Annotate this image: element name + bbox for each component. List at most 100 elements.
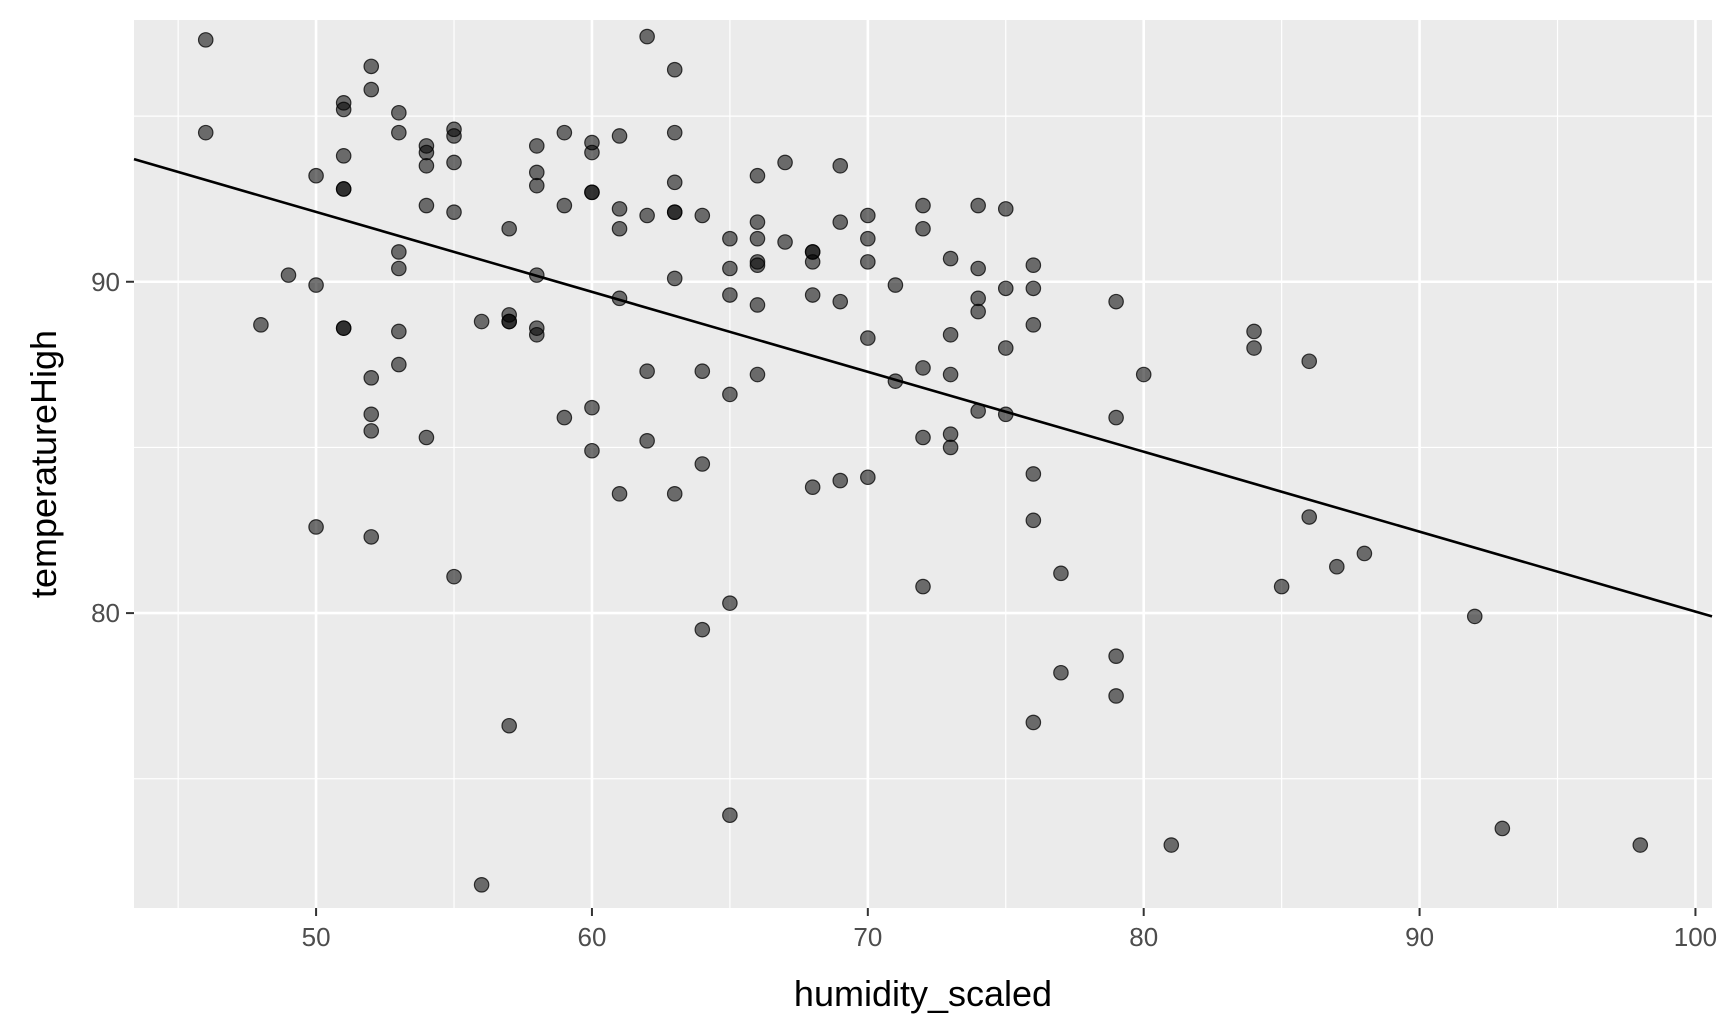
data-point [860, 254, 876, 270]
data-point [501, 717, 517, 734]
data-point [666, 204, 683, 220]
data-point [391, 124, 407, 141]
data-point [970, 260, 986, 277]
data-point [749, 167, 766, 184]
y-tick-label: 80 [91, 598, 120, 628]
data-point [749, 366, 766, 383]
data-point [363, 58, 380, 75]
data-point [1246, 340, 1262, 356]
axis-ticks [126, 280, 1697, 916]
data-point [915, 360, 931, 376]
data-point [887, 277, 904, 293]
data-point [694, 621, 711, 638]
data-point [528, 164, 545, 181]
data-point [1025, 466, 1042, 482]
data-point [446, 568, 462, 585]
data-point [970, 290, 986, 307]
data-point [280, 267, 297, 283]
data-point [804, 479, 821, 495]
data-point [391, 356, 407, 373]
data-point [1163, 837, 1180, 853]
data-point [1108, 648, 1124, 664]
data-point [528, 177, 545, 194]
data-point [915, 220, 931, 237]
data-point [942, 426, 959, 442]
data-point [1108, 409, 1124, 426]
data-point [749, 297, 766, 313]
data-point [1494, 820, 1511, 837]
data-point [1025, 317, 1042, 333]
x-axis-title: humidity_scaled [794, 973, 1052, 1014]
data-point [804, 254, 821, 270]
data-point [749, 230, 766, 247]
data-point [197, 32, 214, 48]
data-point [915, 429, 931, 446]
data-point [391, 260, 407, 277]
data-point [860, 230, 876, 247]
plot-panel [134, 20, 1712, 908]
data-point [722, 287, 738, 303]
data-point [363, 406, 380, 423]
data-point [639, 207, 655, 224]
data-point [556, 197, 573, 214]
data-point [363, 529, 380, 545]
y-tick-label: 90 [91, 267, 120, 297]
data-point [666, 486, 683, 502]
data-point [722, 595, 738, 611]
data-point [832, 293, 849, 310]
data-point [1053, 565, 1069, 582]
major-gridlines [134, 20, 1712, 908]
data-point [418, 144, 435, 161]
data-point [1053, 664, 1069, 681]
regression-line [133, 157, 1713, 618]
data-point [501, 313, 517, 330]
data-point [942, 366, 959, 383]
data-point [1273, 578, 1290, 595]
data-point [363, 81, 380, 98]
data-point [446, 204, 462, 220]
data-point [611, 486, 628, 502]
data-point [942, 326, 959, 343]
data-point [308, 167, 324, 184]
data-point [639, 28, 655, 45]
data-point [1356, 545, 1373, 562]
data-point [722, 260, 738, 277]
data-point [942, 439, 959, 456]
data-point [335, 320, 352, 336]
data-point [804, 287, 821, 303]
data-point [418, 197, 435, 214]
data-point [860, 330, 876, 346]
x-tick-label: 50 [302, 922, 331, 952]
data-point [694, 363, 711, 380]
data-point [666, 174, 683, 191]
data-point [832, 214, 849, 230]
data-point [584, 399, 600, 416]
data-point [418, 429, 435, 446]
data-point [1025, 280, 1042, 297]
y-axis-tick-labels: 80 90 [91, 267, 120, 628]
data-point [556, 124, 573, 141]
data-point [722, 230, 738, 247]
data-point [722, 386, 738, 403]
data-point [860, 469, 876, 486]
x-tick-label: 80 [1129, 922, 1158, 952]
data-point [611, 128, 628, 144]
data-point [473, 877, 490, 893]
data-point [915, 578, 931, 595]
data-points [197, 28, 1649, 893]
data-point [915, 197, 931, 214]
data-point [584, 442, 600, 459]
data-point [666, 124, 683, 141]
data-point [528, 138, 545, 154]
data-point [777, 154, 793, 171]
data-point [666, 270, 683, 287]
data-point [418, 157, 435, 174]
data-point [391, 323, 407, 340]
data-point [391, 104, 407, 121]
data-point [611, 220, 628, 237]
data-point [446, 154, 462, 171]
data-point [556, 409, 573, 426]
data-point [1108, 688, 1124, 704]
data-point [970, 303, 986, 320]
